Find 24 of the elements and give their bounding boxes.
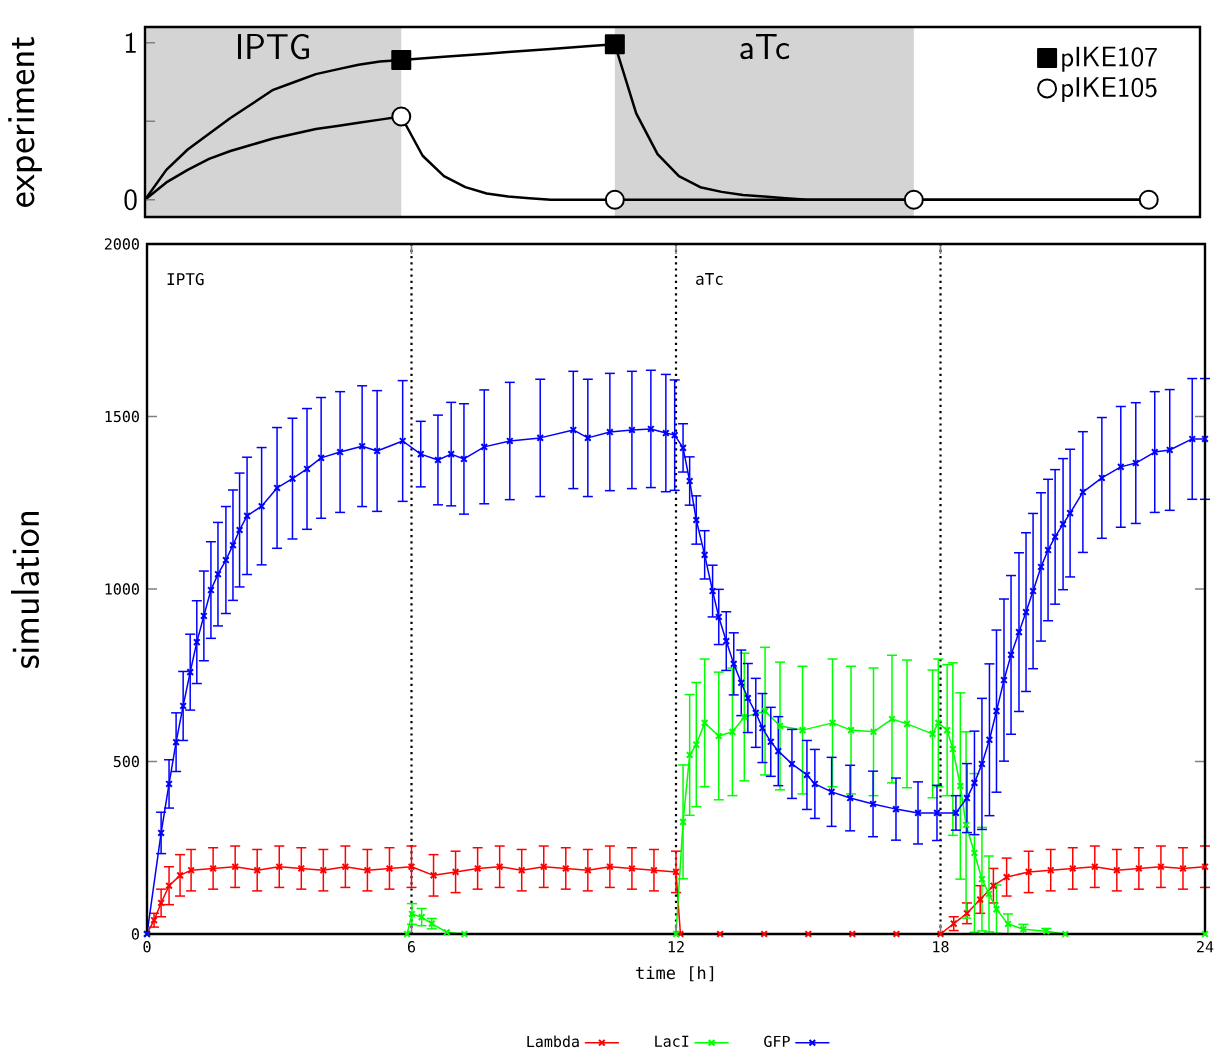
y-tick-label: 0 <box>131 928 139 940</box>
y-axis-title: simulation <box>10 511 40 669</box>
x-tick-label: 6 <box>407 941 416 953</box>
annotation: IPTG <box>237 34 309 60</box>
y-tick-label: 2000 <box>104 238 139 250</box>
legend-label: Lambda <box>527 1035 579 1048</box>
x-tick-label: 0 <box>143 941 151 953</box>
x-tick-label: 18 <box>933 941 949 953</box>
legend-label: GFP <box>764 1035 790 1048</box>
x-tick-label: 12 <box>668 941 684 953</box>
y-tick-label: 1500 <box>105 410 139 423</box>
y-tick-label: 1 <box>125 32 136 53</box>
annotation: IPTG <box>167 273 204 286</box>
annotation: aTc <box>740 34 790 60</box>
x-axis-title: time [h] <box>636 966 714 982</box>
y-tick-label: 500 <box>113 755 139 768</box>
y-axis-title: experiment <box>8 36 42 207</box>
y-tick-label: 0 <box>124 189 137 211</box>
legend-label: pIKE105 <box>1062 77 1157 103</box>
y-tick-label: 1000 <box>105 583 139 595</box>
legend-label: LacI <box>655 1035 689 1047</box>
annotation: aTc <box>696 273 723 285</box>
x-tick-label: 24 <box>1197 941 1214 953</box>
legend-label: pIKE107 <box>1062 46 1157 72</box>
